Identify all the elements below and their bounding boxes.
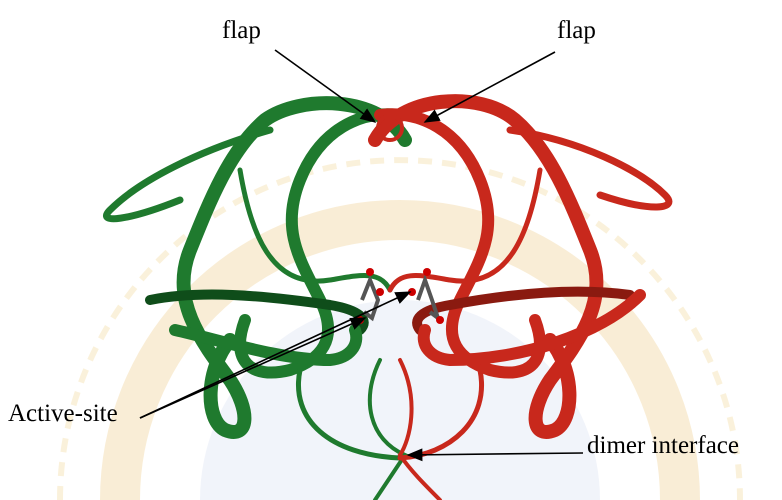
page: flap flap Active-site dimer interface ((… [0,0,782,500]
dimer-interface-label: dimer interface [587,432,739,459]
active-site-label: Active-site [8,400,118,427]
diagram: flap flap Active-site dimer interface [0,0,782,500]
flap-label-left: flap [222,17,261,44]
flap-label-right: flap [557,17,596,44]
